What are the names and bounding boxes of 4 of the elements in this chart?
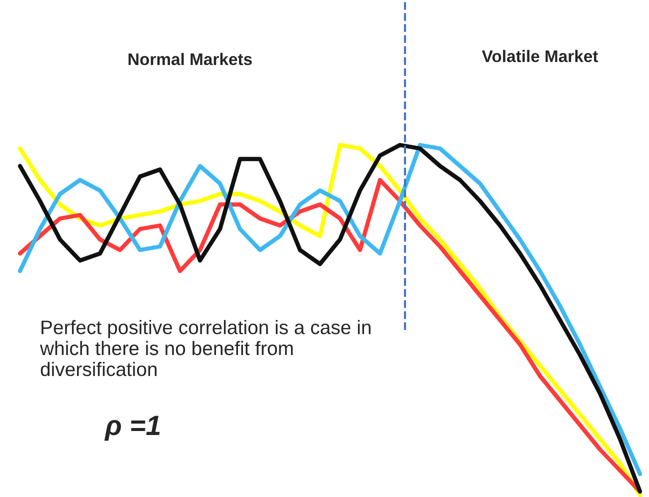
annotation: ρ =1 [104,416,160,441]
text: Volatile Market [482,50,598,62]
text: Normal Markets [128,52,252,66]
annotation: Perfect positive correlation is a case in which there is no benefit from diversification [40,320,371,376]
